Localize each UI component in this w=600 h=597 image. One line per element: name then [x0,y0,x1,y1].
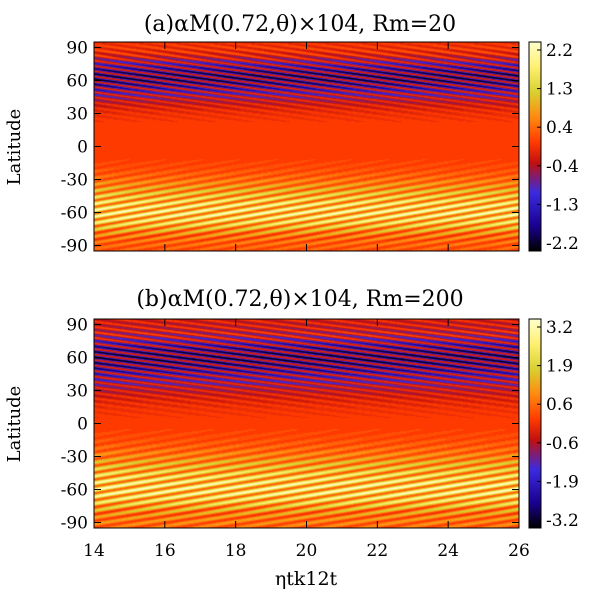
colorbar-tick-label: -0.4 [546,157,579,177]
y-tick-label: 0 [77,415,88,435]
panel-b-colorbar [528,318,542,529]
panel-a-ylabel: Latitude [4,109,25,186]
x-tick-label: 20 [296,541,318,561]
y-tick-label: -30 [61,448,88,468]
panel-b-yaxis: 90 60 30 0 -30 -60 -90 [61,316,519,534]
y-tick-label: 60 [66,349,88,369]
colorbar-tick-label: -2.2 [546,234,579,254]
x-axis: 14 16 18 20 22 24 26 [83,42,530,561]
y-tick-label: 90 [66,316,88,336]
x-tick-label: 22 [367,541,389,561]
x-axis-label: ηtk12t [275,568,338,590]
y-tick-label: 0 [77,138,88,158]
panel-a-colorbar [528,41,542,252]
colorbar-tick-label: 0.6 [546,395,573,415]
colorbar-tick-label: 1.3 [546,80,573,100]
panel-b-title: (b)αM(0.72,θ)×104, Rm=200 [136,287,463,312]
x-tick-label: 14 [83,541,105,561]
panel-a-yaxis: 90 60 30 0 -30 -60 -90 [61,39,519,257]
y-tick-label: 60 [66,72,88,92]
panel-b: (b)αM(0.72,θ)×104, Rm=200 Latitude 90 60 3… [4,287,579,534]
y-tick-label: -60 [61,481,88,501]
x-tick-label: 18 [225,541,247,561]
panel-a: (a)αM(0.72,θ)×104, Rm=20 Latitude 90 60 30… [4,12,579,257]
x-tick-label: 26 [508,541,530,561]
y-tick-label: -60 [61,204,88,224]
y-tick-label: -30 [61,171,88,191]
y-tick-label: 90 [66,39,88,59]
colorbar-tick-label: 1.9 [546,357,573,377]
x-tick-label: 24 [437,541,459,561]
panel-a-title: (a)αM(0.72,θ)×104, Rm=20 [144,12,456,37]
colorbar-tick-label: -0.6 [546,434,579,454]
colorbar-tick-label: 3.2 [546,318,573,338]
y-tick-label: 30 [66,382,88,402]
y-tick-label: -90 [61,514,88,534]
x-tick-label: 16 [154,541,176,561]
heatmap-canvas [94,42,519,251]
panel-b-ylabel: Latitude [4,386,25,463]
colorbar-tick-label: 2.2 [546,41,573,61]
colorbar-tick-label: -3.2 [546,511,579,531]
panel-a-colorbar-ticks: 2.2 1.3 0.4 -0.4 -1.3 -2.2 [537,41,579,254]
heatmap-canvas [94,319,519,528]
y-tick-label: -90 [61,237,88,257]
panel-a-heatmap [94,42,519,251]
colorbar-tick-label: 0.4 [546,118,573,138]
panel-b-colorbar-ticks: 3.2 1.9 0.6 -0.6 -1.9 -3.2 [537,318,579,531]
y-tick-label: 30 [66,105,88,125]
colorbar-tick-label: -1.9 [546,472,579,492]
colorbar-tick-label: -1.3 [546,195,579,215]
panel-b-heatmap [94,319,519,528]
